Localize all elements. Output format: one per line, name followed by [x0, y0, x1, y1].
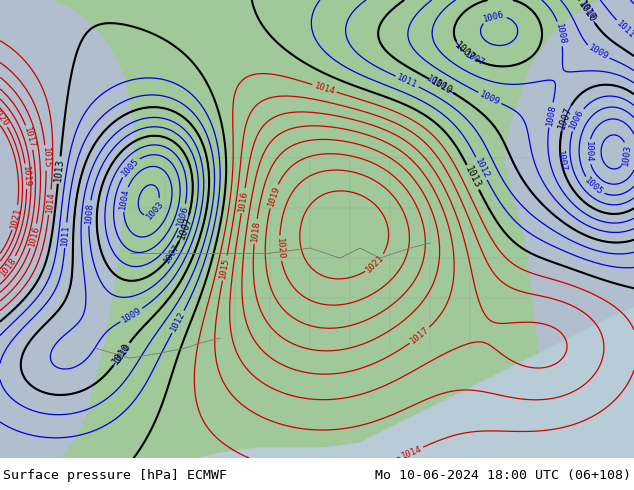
Polygon shape	[0, 0, 135, 458]
Text: 1018: 1018	[0, 255, 18, 278]
Text: 1017: 1017	[22, 126, 37, 149]
Text: 1019: 1019	[21, 165, 32, 187]
Text: 1006: 1006	[482, 10, 505, 24]
Text: 1014: 1014	[399, 444, 423, 461]
Text: 1011: 1011	[396, 73, 419, 90]
Text: 1020: 1020	[275, 237, 285, 259]
Text: 1007: 1007	[555, 149, 567, 172]
Text: Surface pressure [hPa] ECMWF: Surface pressure [hPa] ECMWF	[3, 469, 227, 482]
Text: 1010: 1010	[576, 0, 598, 24]
Polygon shape	[505, 0, 634, 458]
Text: 1015: 1015	[41, 147, 51, 169]
Text: 1013: 1013	[463, 165, 482, 190]
Text: 1005: 1005	[583, 176, 605, 197]
Text: 1010: 1010	[111, 342, 133, 367]
Text: 1006: 1006	[568, 108, 586, 131]
Text: 1016: 1016	[27, 224, 41, 247]
Text: 1005: 1005	[119, 156, 141, 178]
Text: 1007: 1007	[557, 105, 574, 131]
Text: 1019: 1019	[266, 185, 281, 208]
Text: 1008: 1008	[545, 103, 557, 126]
Text: 1007: 1007	[453, 41, 477, 64]
Text: 1003: 1003	[621, 144, 632, 166]
Text: 1017: 1017	[408, 325, 431, 346]
Text: 1013: 1013	[53, 158, 65, 182]
Text: 1012: 1012	[169, 310, 187, 333]
Text: 1011: 1011	[614, 19, 634, 40]
Text: 1021: 1021	[9, 206, 22, 229]
Text: 1020: 1020	[0, 105, 10, 128]
Text: 1010: 1010	[577, 0, 597, 22]
Text: 1004: 1004	[118, 188, 131, 211]
Text: 1003: 1003	[144, 199, 165, 221]
Text: 1012: 1012	[472, 157, 490, 180]
Text: 1007: 1007	[176, 216, 193, 241]
Text: 1009: 1009	[478, 89, 501, 107]
Text: 1011: 1011	[60, 224, 71, 246]
Text: 1007: 1007	[162, 243, 181, 265]
Text: 1007: 1007	[463, 50, 486, 68]
Text: 1008: 1008	[84, 202, 94, 224]
Text: Mo 10-06-2024 18:00 UTC (06+108): Mo 10-06-2024 18:00 UTC (06+108)	[375, 469, 631, 482]
Text: 1015: 1015	[218, 257, 231, 279]
Text: 1016: 1016	[237, 190, 249, 212]
Text: 1008: 1008	[554, 22, 567, 45]
Text: 1010: 1010	[113, 341, 133, 364]
Text: 1010: 1010	[425, 74, 448, 93]
Text: 1009: 1009	[586, 44, 609, 62]
Text: 1014: 1014	[313, 81, 336, 96]
Text: 1006: 1006	[175, 204, 190, 228]
Text: 1010: 1010	[429, 75, 454, 96]
Text: 1004: 1004	[584, 141, 593, 163]
Text: 1021: 1021	[365, 253, 386, 274]
Polygon shape	[200, 308, 634, 458]
Text: 1018: 1018	[250, 220, 261, 243]
Text: 1014: 1014	[44, 191, 56, 214]
Text: 1009: 1009	[120, 306, 143, 325]
